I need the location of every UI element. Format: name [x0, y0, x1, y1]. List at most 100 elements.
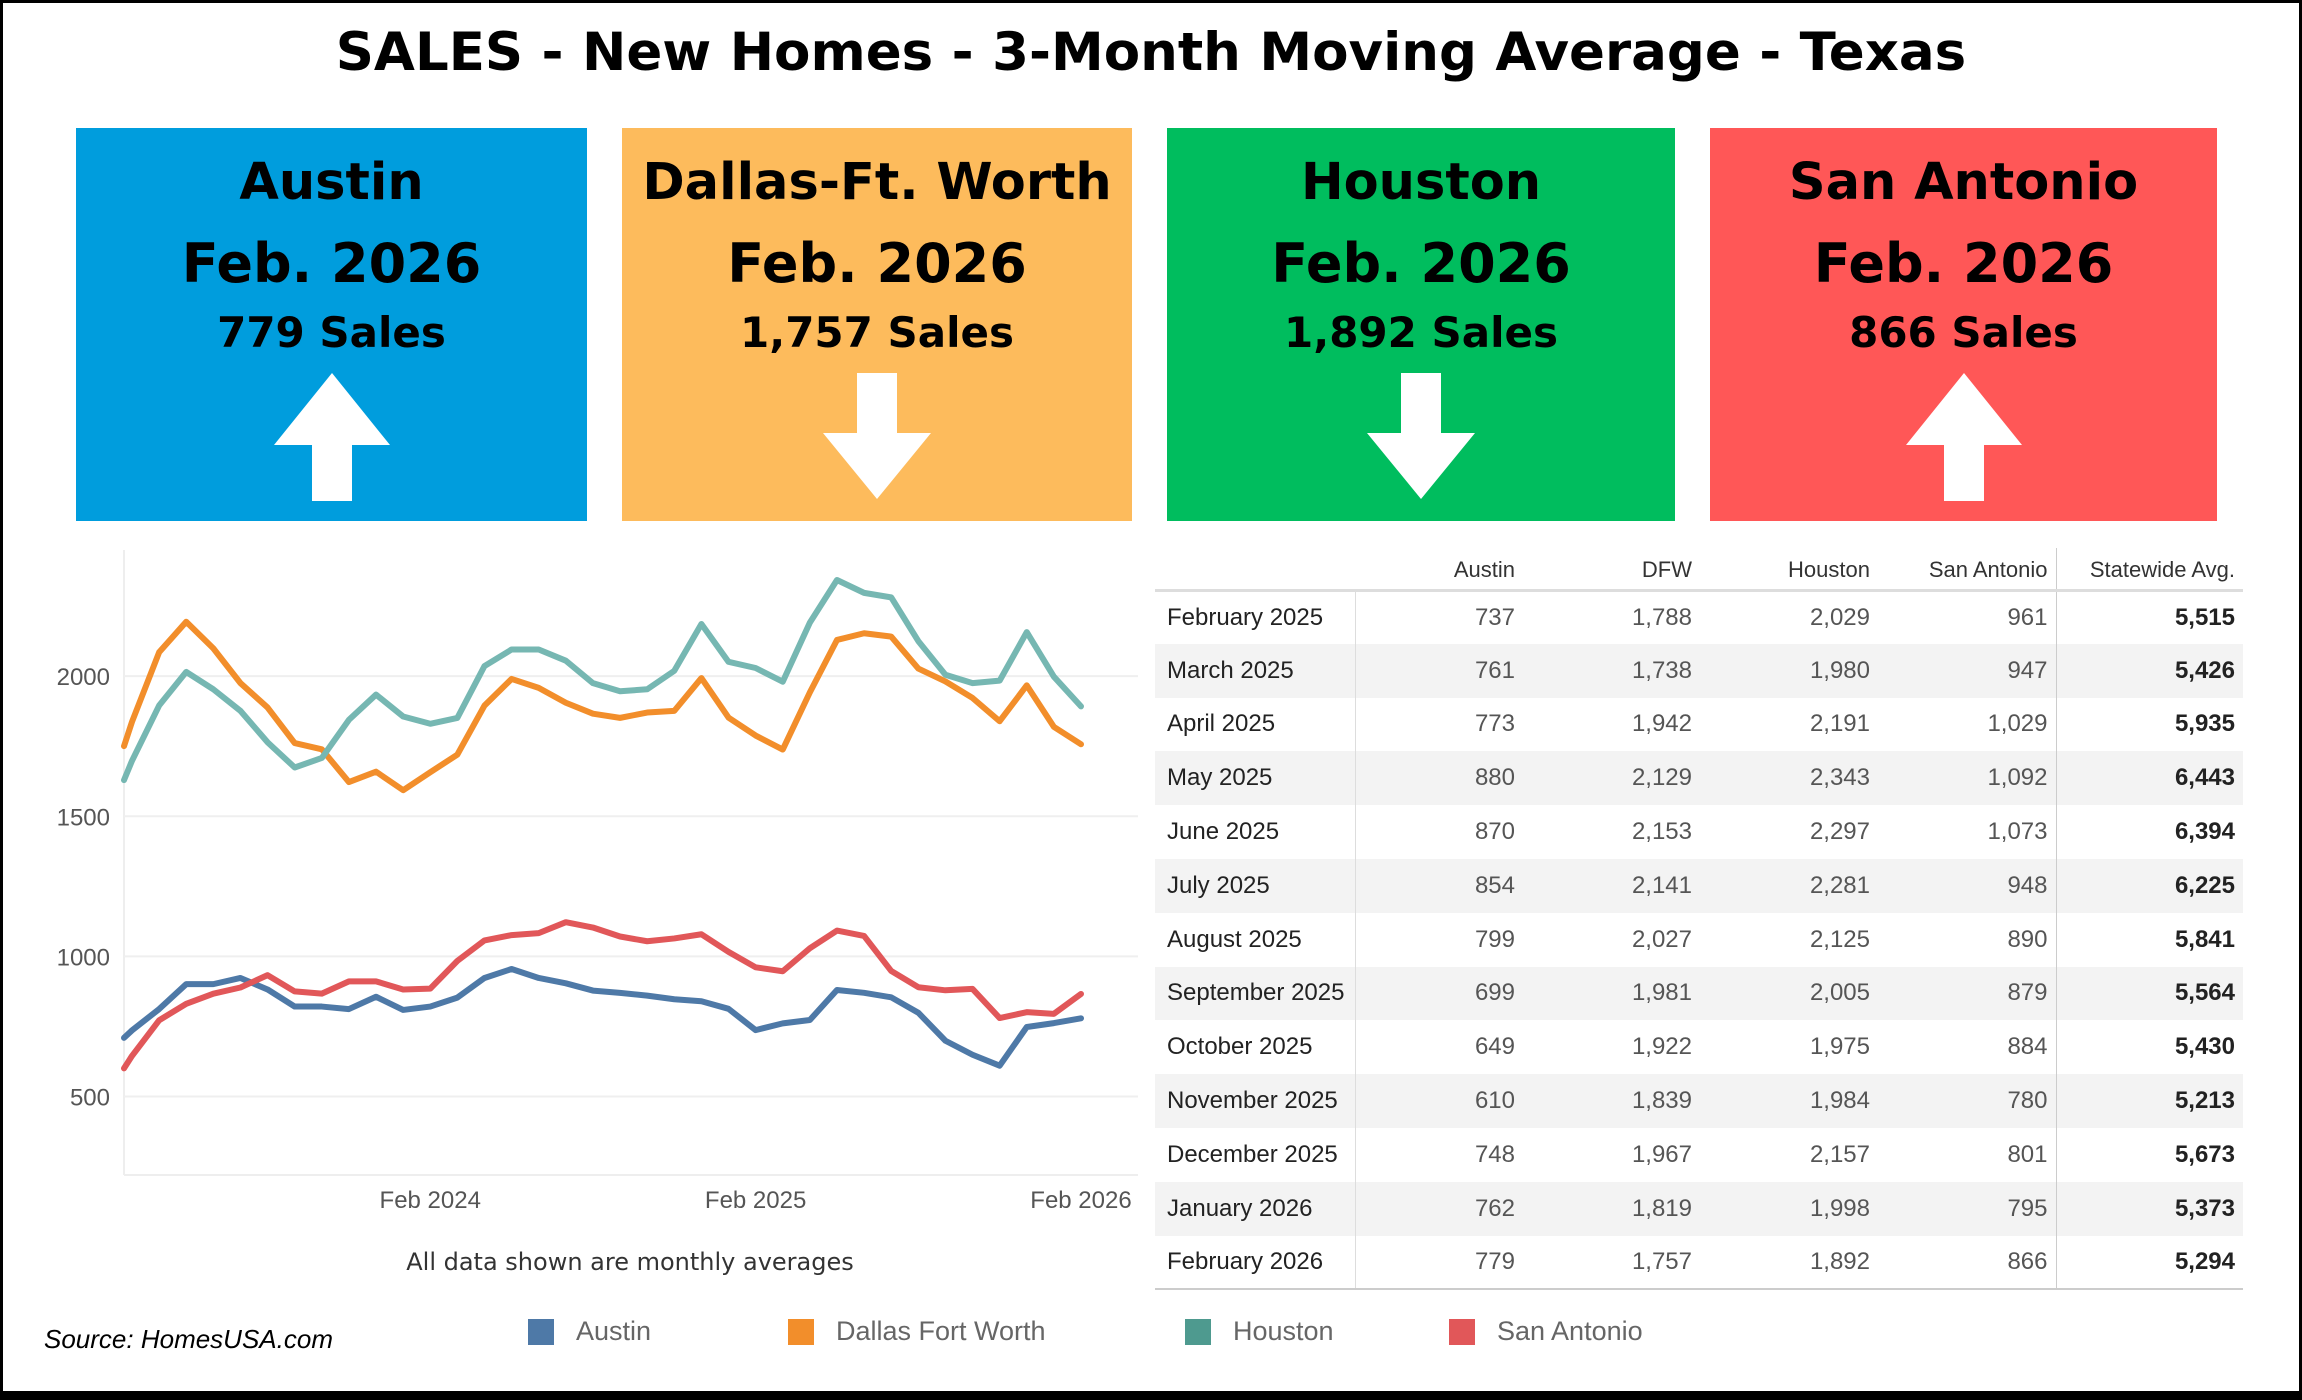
- series-line-san-antonio: [121, 919, 1084, 1072]
- cell-value: 1,975: [1809, 1033, 1870, 1061]
- y-tick-label: 1500: [57, 804, 110, 831]
- cell-value: 5,935: [2055, 697, 2243, 752]
- arrow-down-icon: [823, 373, 931, 499]
- legend-item-dfw: Dallas Fort Worth: [788, 1316, 1046, 1347]
- cell-value: 1,839: [1523, 1074, 1700, 1128]
- cell-value: 854: [1355, 858, 1523, 913]
- arrow-up-icon: [1905, 373, 2022, 501]
- cell-value: 801: [2007, 1140, 2048, 1168]
- cell-value: 866: [1878, 1235, 2056, 1291]
- table-row: May 2025 880 2,129 2,343 1,092 6,443: [1155, 751, 2243, 806]
- cell-value: 1,788: [1631, 603, 1692, 631]
- legend-label: San Antonio: [1497, 1316, 1643, 1346]
- column-header: Statewide Avg.: [2055, 548, 2243, 592]
- cell-value: 737: [1474, 603, 1515, 631]
- table-row: August 2025 799 2,027 2,125 890 5,841: [1155, 912, 2243, 967]
- series-line-houston: [121, 576, 1084, 784]
- row-month: July 2025: [1155, 858, 1356, 913]
- legend-swatch: [788, 1318, 814, 1345]
- cell-value: 5,373: [2055, 1181, 2243, 1236]
- cell-value: 799: [1474, 925, 1515, 953]
- summary-card-houston: Houston Feb. 2026 1,892 Sales: [1167, 128, 1675, 521]
- cell-value: 1,738: [1523, 643, 1700, 698]
- card-city: Houston: [1300, 153, 1542, 212]
- table-row: July 2025 854 2,141 2,281 948 6,225: [1155, 858, 2243, 913]
- table-row: January 2026 762 1,819 1,998 795 5,373: [1155, 1181, 2243, 1236]
- cell-value: 1,892: [1700, 1235, 1878, 1291]
- cell-value: 1,092: [1878, 751, 2056, 806]
- cell-value: 610: [1355, 1074, 1523, 1128]
- cell-value: 1,922: [1631, 1033, 1692, 1061]
- card-city: San Antonio: [1788, 153, 2139, 212]
- card-city: Dallas-Ft. Worth: [642, 153, 1112, 212]
- cell-value: 2,153: [1631, 818, 1692, 846]
- cell-value: 1,984: [1700, 1074, 1878, 1128]
- table-row: February 2025 737 1,788 2,029 961 5,515: [1155, 590, 2243, 644]
- cell-value: 5,213: [2055, 1074, 2243, 1128]
- cell-value: 6,443: [2055, 751, 2243, 806]
- legend-item-austin: Austin: [528, 1316, 651, 1347]
- cell-value: 779: [1355, 1235, 1523, 1291]
- legend-item-san-antonio: San Antonio: [1449, 1316, 1643, 1347]
- cell-value: 947: [1878, 643, 2056, 698]
- page-title: SALES - New Homes - 3-Month Moving Avera…: [335, 22, 1967, 83]
- cell-value: 2,129: [1523, 751, 1700, 806]
- cell-value: 1,980: [1700, 643, 1878, 698]
- cell-value: 5,294: [2055, 1235, 2243, 1291]
- cell-value: 6,394: [2055, 805, 2243, 859]
- x-tick-label: Feb 2024: [380, 1187, 481, 1214]
- row-month: December 2025: [1155, 1127, 1356, 1182]
- cell-value: 649: [1474, 1033, 1515, 1061]
- table-row: November 2025 610 1,839 1,984 780 5,213: [1155, 1074, 2243, 1128]
- table-row: April 2025 773 1,942 2,191 1,029 5,935: [1155, 697, 2243, 752]
- cell-value: 748: [1474, 1140, 1515, 1168]
- cell-value: 1,967: [1631, 1140, 1692, 1168]
- cell-value: 2,297: [1809, 818, 1870, 846]
- column-header: Houston: [1700, 548, 1878, 592]
- cell-value: 2,141: [1523, 858, 1700, 913]
- row-month: April 2025: [1155, 697, 1356, 752]
- table-row: October 2025 649 1,922 1,975 884 5,430: [1155, 1020, 2243, 1075]
- cell-value: 1,757: [1523, 1235, 1700, 1291]
- card-sales: 1,757 Sales: [740, 308, 1014, 357]
- y-tick-label: 1000: [57, 944, 110, 971]
- cell-value: 1,998: [1700, 1181, 1878, 1236]
- row-month: May 2025: [1155, 751, 1356, 806]
- y-tick-label: 2000: [57, 664, 110, 691]
- cell-value: 879: [1878, 966, 2056, 1021]
- chart-subtitle: All data shown are monthly averages: [406, 1248, 854, 1276]
- cell-value: 1,073: [1987, 818, 2048, 846]
- cell-value: 2,281: [1700, 858, 1878, 913]
- cell-value: 870: [1474, 818, 1515, 846]
- card-date: Feb. 2026: [1813, 232, 2114, 295]
- cell-value: 761: [1355, 643, 1523, 698]
- row-month: September 2025: [1155, 966, 1356, 1021]
- card-city: Austin: [239, 153, 424, 212]
- card-sales: 779 Sales: [217, 308, 446, 357]
- x-tick-label: Feb 2026: [1030, 1187, 1131, 1214]
- sales-table: Austin DFW Houston San Antonio Statewide Avg…: [1155, 548, 2243, 1291]
- cell-value: 762: [1355, 1181, 1523, 1236]
- cell-value: 1,819: [1523, 1181, 1700, 1236]
- cell-value: 5,564: [2055, 966, 2243, 1021]
- table-row: March 2025 761 1,738 1,980 947 5,426: [1155, 643, 2243, 698]
- table-row: September 2025 699 1,981 2,005 879 5,564: [1155, 966, 2243, 1021]
- line-chart: 500 1000 1500 2000 Feb 2024 Feb 2025 Feb 2026: [57, 550, 1138, 1214]
- table-row: February 2026 779 1,757 1,892 866 5,294: [1155, 1235, 2243, 1291]
- legend-label: Houston: [1233, 1316, 1334, 1346]
- legend-label: Austin: [576, 1316, 652, 1346]
- cell-value: 5,841: [2055, 912, 2243, 967]
- legend-swatch: [528, 1318, 554, 1345]
- card-date: Feb. 2026: [727, 232, 1027, 295]
- cell-value: 884: [2007, 1033, 2048, 1061]
- cell-value: 773: [1474, 710, 1515, 738]
- row-month: June 2025: [1155, 805, 1356, 859]
- row-month: November 2025: [1155, 1074, 1356, 1128]
- cell-value: 795: [1878, 1181, 2056, 1236]
- table-header-row: Austin DFW Houston San Antonio Statewide Avg…: [1155, 548, 2243, 592]
- table-row: June 2025 870 2,153 2,297 1,073 6,394: [1155, 805, 2243, 859]
- row-month: October 2025: [1155, 1020, 1356, 1075]
- cell-value: 948: [1878, 858, 2056, 913]
- summary-card-austin: Austin Feb. 2026 779 Sales: [76, 128, 587, 521]
- cell-value: 2,029: [1809, 603, 1870, 631]
